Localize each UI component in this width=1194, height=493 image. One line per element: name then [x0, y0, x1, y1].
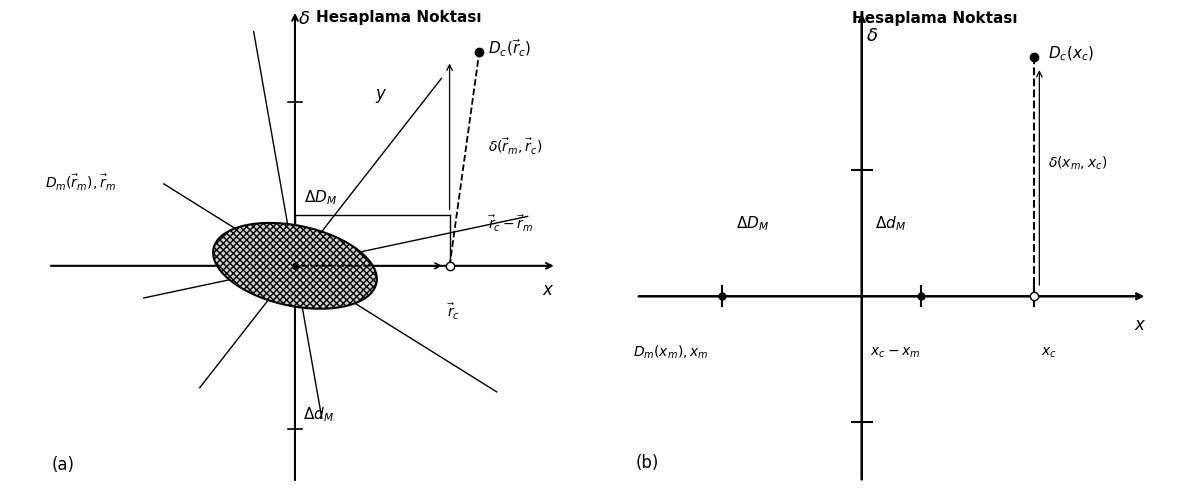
Text: $\delta$: $\delta$ [866, 28, 878, 45]
Text: $\Delta D_M$: $\Delta D_M$ [304, 188, 337, 207]
Text: $\Delta D_M$: $\Delta D_M$ [736, 214, 769, 233]
Text: $\vec{r}_c$: $\vec{r}_c$ [447, 302, 460, 321]
Text: (a): (a) [51, 456, 74, 474]
Text: $\delta$: $\delta$ [297, 10, 310, 28]
Text: Hesaplama Noktası: Hesaplama Noktası [853, 11, 1017, 26]
Text: $x$: $x$ [1134, 316, 1146, 334]
Text: Hesaplama Noktası: Hesaplama Noktası [316, 10, 482, 25]
Text: $\Delta d_M$: $\Delta d_M$ [875, 214, 906, 233]
Text: $\delta(x_m,x_c)$: $\delta(x_m,x_c)$ [1047, 155, 1107, 172]
Ellipse shape [213, 223, 377, 309]
Text: $D_c(\vec{r}_c)$: $D_c(\vec{r}_c)$ [488, 38, 531, 60]
Text: $\vec{r}_c - \vec{r}_m$: $\vec{r}_c - \vec{r}_m$ [488, 214, 534, 234]
Text: $x_c$: $x_c$ [1041, 346, 1057, 360]
Text: $\Delta d_M$: $\Delta d_M$ [303, 405, 334, 424]
Text: $\delta(\vec{r}_m,\vec{r}_c)$: $\delta(\vec{r}_m,\vec{r}_c)$ [488, 137, 543, 157]
Text: $x$: $x$ [542, 281, 554, 299]
Text: $y$: $y$ [375, 87, 388, 106]
Text: (b): (b) [636, 454, 659, 472]
Text: $D_m(x_m),x_m$: $D_m(x_m),x_m$ [633, 344, 708, 361]
Text: $D_c(x_c)$: $D_c(x_c)$ [1047, 45, 1094, 63]
Text: $D_m(\vec{r}_m),\vec{r}_m$: $D_m(\vec{r}_m),\vec{r}_m$ [45, 173, 116, 193]
Text: $x_c - x_m$: $x_c - x_m$ [869, 346, 921, 360]
